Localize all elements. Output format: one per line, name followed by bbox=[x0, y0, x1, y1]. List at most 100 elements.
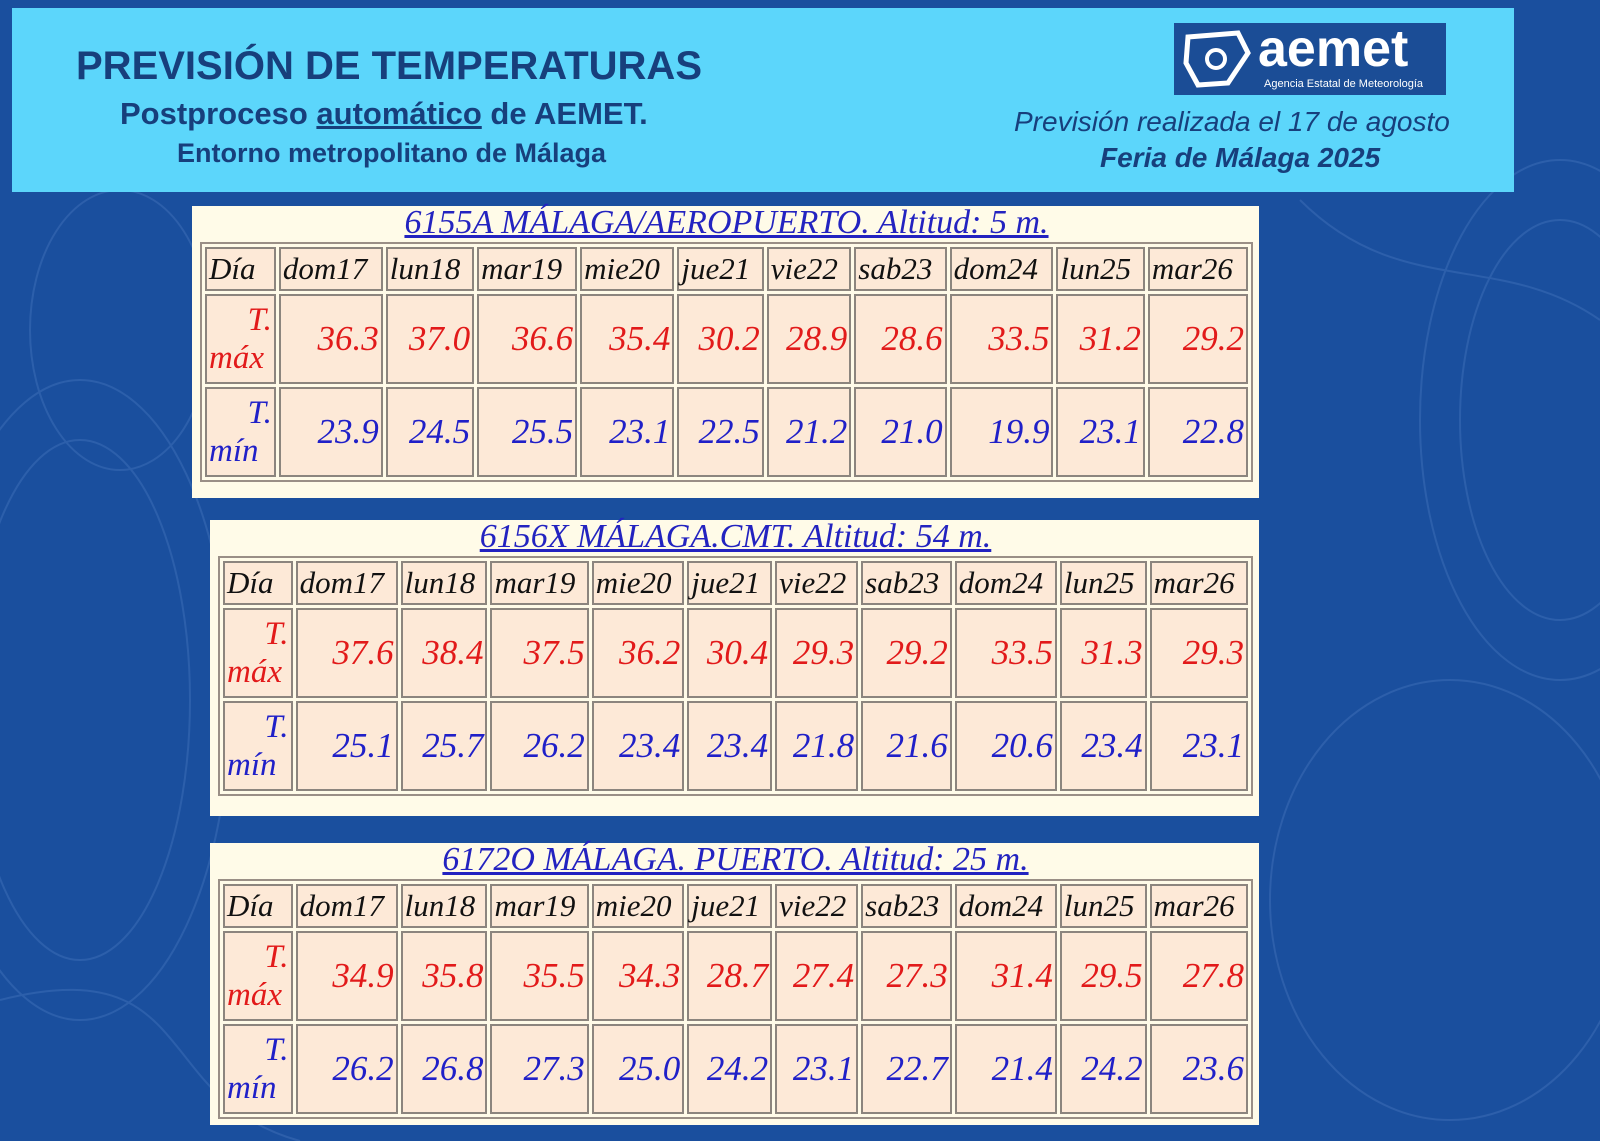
temperature-cell: 34.9 bbox=[295, 931, 398, 1021]
label-line: máx bbox=[227, 654, 282, 690]
temperature-cell: 30.4 bbox=[687, 608, 773, 698]
label-line: T. bbox=[264, 1032, 289, 1068]
data-row: T. mín 25.1 25.7 26.2 23.4 23.4 21.8 21.6 20.6 23.… bbox=[223, 701, 1248, 791]
logo: aemet Agencia Estatal de Meteorología bbox=[1174, 20, 1446, 95]
area: Entorno metropolitano de Málaga bbox=[177, 138, 607, 168]
day-header: mar26 bbox=[1149, 884, 1248, 928]
temperature-cell: 23.6 bbox=[1149, 1024, 1248, 1114]
data-row: T. mín 23.9 24.5 25.5 23.1 22.5 21.2 21.0 19.9 23.… bbox=[205, 387, 1248, 477]
title: PREVISIÓN DE TEMPERATURAS bbox=[76, 44, 702, 88]
row-header: Día bbox=[223, 561, 293, 605]
temperature-cell: 35.8 bbox=[400, 931, 488, 1021]
temperature-cell: 29.2 bbox=[861, 608, 952, 698]
temperature-cell: 19.9 bbox=[949, 387, 1054, 477]
temperature-cell: 27.8 bbox=[1149, 931, 1248, 1021]
temperature-cell: 36.3 bbox=[278, 294, 383, 384]
temperature-cell: 29.2 bbox=[1147, 294, 1248, 384]
forecast-table: Día dom17 lun18 mar19 mie20 jue21 vie22 sab23 do… bbox=[218, 879, 1253, 1119]
day-header: sab23 bbox=[861, 884, 952, 928]
row-label: T. mín bbox=[205, 387, 276, 477]
logo-icon bbox=[1183, 30, 1251, 88]
temperature-cell: 23.9 bbox=[278, 387, 383, 477]
day-header: lun25 bbox=[1059, 561, 1147, 605]
temperature-cell: 23.4 bbox=[1059, 701, 1147, 791]
temperature-cell: 37.5 bbox=[490, 608, 589, 698]
subtitle-text: de AEMET. bbox=[490, 96, 648, 131]
day-header: vie22 bbox=[775, 884, 859, 928]
temperature-cell: 31.2 bbox=[1056, 294, 1145, 384]
day-header: mie20 bbox=[591, 561, 685, 605]
temperature-cell: 25.5 bbox=[477, 387, 578, 477]
data-row: T. máx 37.6 38.4 37.5 36.2 30.4 29.3 29.2 33.5 31.… bbox=[223, 608, 1248, 698]
day-header: dom24 bbox=[954, 884, 1057, 928]
station-title: 6155A MÁLAGA/AEROPUERTO. Altitud: 5 m. bbox=[404, 204, 1049, 241]
temperature-cell: 20.6 bbox=[954, 701, 1057, 791]
day-header: vie22 bbox=[775, 561, 859, 605]
temperature-cell: 23.4 bbox=[591, 701, 685, 791]
day-header: lun18 bbox=[385, 247, 475, 291]
label-line: mín bbox=[227, 747, 277, 783]
label-line: máx bbox=[227, 977, 282, 1013]
station-panel: 6155A MÁLAGA/AEROPUERTO. Altitud: 5 m. Dí… bbox=[192, 206, 1259, 498]
header-row: Día dom17 lun18 mar19 mie20 jue21 vie22 sab23 do… bbox=[223, 561, 1248, 605]
temperature-cell: 35.4 bbox=[580, 294, 675, 384]
temperature-cell: 33.5 bbox=[954, 608, 1057, 698]
temperature-cell: 27.3 bbox=[861, 931, 952, 1021]
day-header: dom24 bbox=[954, 561, 1057, 605]
day-header: mar26 bbox=[1149, 561, 1248, 605]
day-header: dom17 bbox=[295, 561, 398, 605]
day-header: mie20 bbox=[580, 247, 675, 291]
day-header: mar19 bbox=[490, 884, 589, 928]
label-line: mín bbox=[227, 1070, 277, 1106]
temperature-cell: 25.7 bbox=[400, 701, 488, 791]
temperature-cell: 24.2 bbox=[687, 1024, 773, 1114]
temperature-cell: 29.5 bbox=[1059, 931, 1147, 1021]
temperature-cell: 38.4 bbox=[400, 608, 488, 698]
temperature-cell: 25.1 bbox=[295, 701, 398, 791]
header: PREVISIÓN DE TEMPERATURAS Postproceso au… bbox=[12, 8, 1514, 192]
day-header: mie20 bbox=[591, 884, 685, 928]
temperature-cell: 37.0 bbox=[385, 294, 475, 384]
temperature-cell: 30.2 bbox=[677, 294, 764, 384]
day-header: dom17 bbox=[278, 247, 383, 291]
temperature-cell: 24.5 bbox=[385, 387, 475, 477]
label-line: T. bbox=[264, 616, 289, 652]
temperature-cell: 23.1 bbox=[1056, 387, 1145, 477]
temperature-cell: 26.2 bbox=[295, 1024, 398, 1114]
day-header: mar19 bbox=[490, 561, 589, 605]
temperature-cell: 29.3 bbox=[1149, 608, 1248, 698]
data-row: T. mín 26.2 26.8 27.3 25.0 24.2 23.1 22.7 21.4 24.… bbox=[223, 1024, 1248, 1114]
temperature-cell: 21.2 bbox=[766, 387, 852, 477]
day-header: lun18 bbox=[400, 561, 488, 605]
day-header: vie22 bbox=[766, 247, 852, 291]
day-header: lun18 bbox=[400, 884, 488, 928]
day-header: mar26 bbox=[1147, 247, 1248, 291]
label-line: T. bbox=[247, 302, 272, 338]
forecast-table: Día dom17 lun18 mar19 mie20 jue21 vie22 sab23 do… bbox=[200, 242, 1253, 482]
station-title: 6172O MÁLAGA. PUERTO. Altitud: 25 m. bbox=[442, 841, 1029, 878]
logo-name: aemet bbox=[1258, 20, 1409, 78]
temperature-cell: 26.8 bbox=[400, 1024, 488, 1114]
row-label: T. mín bbox=[223, 701, 293, 791]
temperature-cell: 21.6 bbox=[861, 701, 952, 791]
day-header: lun25 bbox=[1059, 884, 1147, 928]
row-label: T. mín bbox=[223, 1024, 293, 1114]
temperature-cell: 25.0 bbox=[591, 1024, 685, 1114]
temperature-cell: 27.4 bbox=[775, 931, 859, 1021]
data-row: T. máx 36.3 37.0 36.6 35.4 30.2 28.9 28.6 33.5 31.… bbox=[205, 294, 1248, 384]
row-header: Día bbox=[223, 884, 293, 928]
temperature-cell: 24.2 bbox=[1059, 1024, 1147, 1114]
day-header: mar19 bbox=[477, 247, 578, 291]
logo-tagline: Agencia Estatal de Meteorología bbox=[1264, 78, 1423, 90]
day-header: lun25 bbox=[1056, 247, 1145, 291]
temperature-cell: 23.1 bbox=[1149, 701, 1248, 791]
temperature-cell: 36.6 bbox=[477, 294, 578, 384]
temperature-cell: 26.2 bbox=[490, 701, 589, 791]
temperature-cell: 31.4 bbox=[954, 931, 1057, 1021]
label-line: máx bbox=[209, 340, 264, 376]
forecast-table: Día dom17 lun18 mar19 mie20 jue21 vie22 sab23 do… bbox=[218, 556, 1253, 796]
temperature-cell: 27.3 bbox=[490, 1024, 589, 1114]
temperature-cell: 28.9 bbox=[766, 294, 852, 384]
temperature-cell: 28.7 bbox=[687, 931, 773, 1021]
